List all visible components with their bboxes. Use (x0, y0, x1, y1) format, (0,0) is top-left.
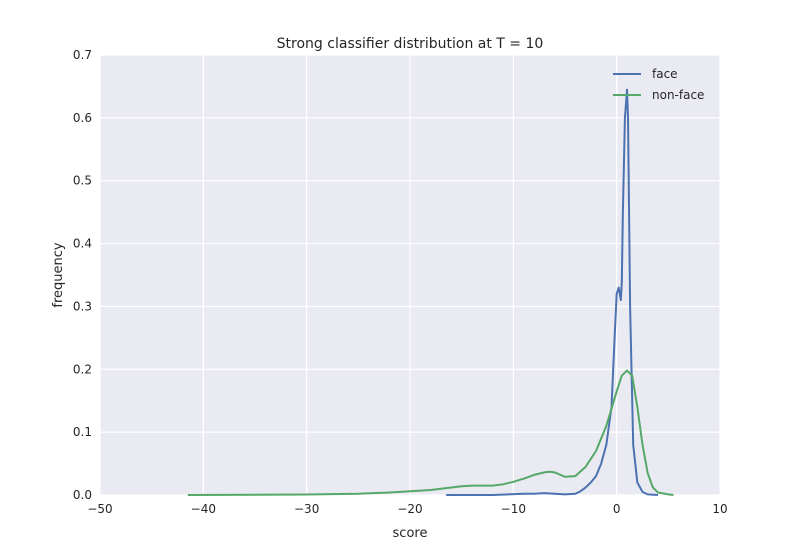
y-axis-label: frequency (51, 242, 66, 308)
x-tick-label: −30 (294, 502, 319, 516)
x-tick-label: −20 (397, 502, 422, 516)
x-tick-label: 0 (613, 502, 621, 516)
x-tick-label: −40 (191, 502, 216, 516)
x-tick-label: 10 (712, 502, 727, 516)
series-layer (187, 88, 674, 496)
y-tick-label: 0.0 (73, 488, 92, 502)
x-tick-label: −10 (501, 502, 526, 516)
y-tick-label: 0.6 (73, 111, 92, 125)
series-line-face (446, 88, 659, 496)
x-tick-labels: −50 −40 −30 −20 −10 0 10 (87, 502, 727, 516)
y-tick-label: 0.2 (73, 362, 92, 376)
y-tick-label: 0.5 (73, 174, 92, 188)
y-tick-label: 0.3 (73, 299, 92, 313)
x-axis-label: score (393, 526, 428, 541)
y-tick-labels: 0.0 0.1 0.2 0.3 0.4 0.5 0.6 0.7 (73, 48, 92, 502)
y-tick-label: 0.1 (73, 425, 92, 439)
legend: face non-face (613, 67, 704, 102)
legend-label: face (652, 67, 678, 81)
y-tick-label: 0.4 (73, 237, 92, 251)
legend-label: non-face (652, 88, 704, 102)
x-tick-label: −50 (87, 502, 112, 516)
series-line-non-face (187, 369, 674, 496)
y-tick-label: 0.7 (73, 48, 92, 62)
chart-title: Strong classifier distribution at T = 10 (277, 36, 544, 52)
